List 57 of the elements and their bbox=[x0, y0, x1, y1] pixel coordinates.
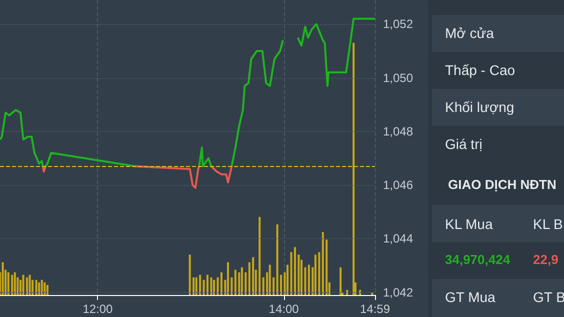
bar bbox=[206, 274, 209, 295]
bar bbox=[226, 262, 229, 295]
text: GT Mua bbox=[445, 288, 496, 306]
bar bbox=[308, 264, 310, 295]
bar bbox=[346, 290, 348, 295]
text: Giá trị bbox=[445, 135, 482, 153]
bar bbox=[26, 277, 28, 295]
text: 34,970,424 bbox=[445, 251, 510, 269]
bar bbox=[38, 282, 40, 295]
text: KL B bbox=[533, 215, 563, 233]
bar bbox=[35, 280, 38, 295]
y-tick-label: 1,052 bbox=[383, 17, 414, 32]
bar bbox=[322, 232, 324, 295]
y-tick-label: 1,044 bbox=[383, 232, 414, 246]
bar bbox=[7, 272, 10, 295]
bar bbox=[276, 224, 278, 295]
x-tick-label: 14:00 bbox=[268, 302, 300, 316]
bar bbox=[11, 274, 14, 295]
bar bbox=[352, 42, 355, 295]
bar bbox=[28, 274, 31, 295]
text: GIAO DỊCH NĐTN bbox=[448, 176, 556, 194]
bar bbox=[359, 290, 362, 295]
text: KL Mua bbox=[445, 215, 493, 233]
bar bbox=[234, 270, 236, 295]
bar bbox=[220, 272, 222, 295]
bar bbox=[240, 267, 243, 295]
bar bbox=[195, 277, 198, 295]
bar bbox=[340, 267, 342, 295]
y-tick-label: 1,048 bbox=[383, 124, 414, 138]
bar bbox=[371, 292, 374, 295]
bar bbox=[258, 216, 261, 295]
y-tick-label: 1,050 bbox=[383, 70, 414, 85]
bar bbox=[40, 280, 43, 295]
x-tick-label: 14:59 bbox=[360, 302, 390, 316]
text: Khối lượng bbox=[445, 98, 514, 116]
bar bbox=[14, 272, 16, 295]
bar bbox=[294, 247, 296, 295]
bar bbox=[286, 264, 289, 295]
bar bbox=[216, 277, 219, 295]
text: 22,9 bbox=[533, 251, 558, 269]
bar bbox=[268, 264, 271, 295]
bar bbox=[318, 252, 320, 295]
bar bbox=[213, 280, 216, 295]
text: Mở cửa bbox=[445, 24, 494, 42]
bar bbox=[314, 254, 316, 295]
y-tick-label: 1,042 bbox=[383, 285, 414, 300]
bar bbox=[46, 284, 48, 295]
bar bbox=[210, 277, 212, 295]
bar bbox=[22, 274, 24, 295]
bar bbox=[188, 254, 191, 295]
x-tick-label: 12:00 bbox=[82, 302, 114, 316]
bar bbox=[2, 262, 4, 295]
bar bbox=[44, 282, 46, 295]
bar bbox=[199, 274, 202, 295]
text: Thấp - Cao bbox=[445, 61, 516, 79]
y-tick-label: 1,046 bbox=[383, 178, 414, 192]
bar bbox=[252, 257, 254, 295]
